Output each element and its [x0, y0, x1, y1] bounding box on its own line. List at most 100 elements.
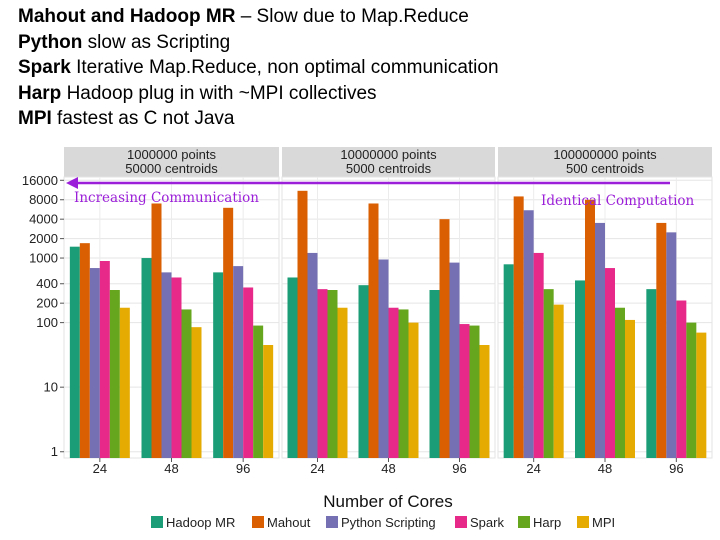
bar [327, 289, 338, 458]
bar [378, 259, 389, 458]
legend-swatch [252, 516, 264, 528]
annotation-arrow-head [66, 177, 78, 189]
bar [79, 243, 90, 458]
bar [605, 268, 615, 458]
bar [479, 345, 490, 458]
annotation-increasing-communication: Increasing Communication [74, 190, 259, 206]
bar [263, 345, 274, 458]
bar [181, 309, 192, 458]
bullet-text: slow as Scripting [82, 31, 231, 53]
bar [368, 203, 379, 458]
bar [676, 300, 687, 458]
bar [119, 307, 130, 458]
bar [543, 289, 554, 458]
y-tick-label: 1000 [29, 251, 58, 266]
y-tick-label: 4000 [29, 212, 58, 227]
y-tick-label: 8000 [29, 192, 58, 207]
legend-swatch [577, 516, 589, 528]
legend-label: Hadoop MR [166, 515, 235, 530]
y-tick-label: 200 [36, 296, 58, 311]
bar [388, 307, 399, 458]
bar [171, 277, 182, 458]
bar [575, 280, 585, 458]
bar [439, 219, 450, 458]
bar [337, 307, 348, 458]
bar [233, 266, 244, 458]
bar [317, 289, 328, 458]
bullet-text: Hadoop plug in with ~MPI collectives [61, 82, 377, 104]
x-tick-label: 24 [310, 461, 324, 476]
bullet-bold: Python [18, 31, 83, 53]
bar [459, 324, 470, 458]
bar [523, 210, 534, 458]
bar [646, 289, 657, 458]
y-axis: 1 10 100 200 400 1000 2000 4000 8000 16000 [22, 173, 64, 459]
panel-strip-label: 5000 centroids [346, 161, 432, 176]
bar [656, 222, 667, 458]
bar [666, 232, 677, 458]
legend-swatch [151, 516, 163, 528]
legend-label: Python Scripting [341, 515, 436, 530]
panel-strip-label: 1000000 points [127, 147, 216, 162]
bar [223, 207, 234, 458]
bullet-bold: Spark [18, 57, 71, 78]
panel-strip-label: 50000 centroids [125, 161, 218, 176]
annotations: Increasing Communication Identical Compu… [66, 177, 695, 209]
panel-strip [498, 147, 712, 177]
legend-swatch [455, 516, 467, 528]
bar [696, 332, 707, 458]
x-axis-title: Number of Cores [323, 492, 452, 511]
bar [513, 196, 524, 458]
legend-swatch [518, 516, 530, 528]
panel-strip-label: 10000000 points [340, 147, 437, 162]
bar [469, 325, 480, 458]
bullet-list: Mahout and Hadoop MR – Slow due to Map.R… [18, 4, 499, 132]
bar [686, 322, 697, 458]
bar [253, 325, 264, 458]
bar [625, 319, 635, 458]
bar [408, 322, 419, 458]
bar [585, 199, 595, 458]
y-tick-label: 100 [36, 315, 58, 330]
bar [429, 289, 440, 458]
bar [307, 252, 318, 458]
y-tick-label: 10 [44, 380, 58, 395]
bar [533, 252, 544, 458]
x-tick-label: 48 [381, 461, 395, 476]
bar [595, 222, 605, 458]
bullet-text: fastest as C not Java [51, 108, 235, 129]
bar [615, 307, 625, 458]
x-tick-label: 24 [93, 461, 107, 476]
y-tick-label: 2000 [29, 231, 58, 246]
annotation-identical-computation: Identical Computation [541, 193, 695, 209]
bar [213, 272, 224, 458]
bullet-text: Iterative Map.Reduce, non optimal commun… [70, 57, 499, 78]
bar [358, 285, 369, 458]
x-tick-label: 48 [164, 461, 178, 476]
bar [553, 304, 564, 458]
bar [69, 246, 80, 458]
bar [99, 261, 110, 458]
legend: Hadoop MR Mahout Python Scripting Spark Harp… [151, 515, 615, 530]
y-tick-label: 400 [36, 276, 58, 291]
legend-label: Harp [533, 515, 561, 530]
y-tick-label: 16000 [22, 173, 58, 188]
bullet-item: Spark Iterative Map.Reduce, non optimal … [18, 55, 499, 81]
bar [503, 264, 514, 458]
panel-strip [64, 147, 279, 177]
x-tick-label: 24 [526, 461, 540, 476]
panel-strip-label: 500 centroids [566, 161, 645, 176]
bullet-text: – Slow due to Map.Reduce [235, 6, 469, 27]
panel-strip [282, 147, 495, 177]
bar [449, 262, 460, 458]
bar [141, 258, 152, 458]
bar [243, 287, 254, 458]
bar [191, 327, 202, 458]
bullet-bold: MPI [18, 108, 52, 129]
bar [287, 277, 298, 458]
